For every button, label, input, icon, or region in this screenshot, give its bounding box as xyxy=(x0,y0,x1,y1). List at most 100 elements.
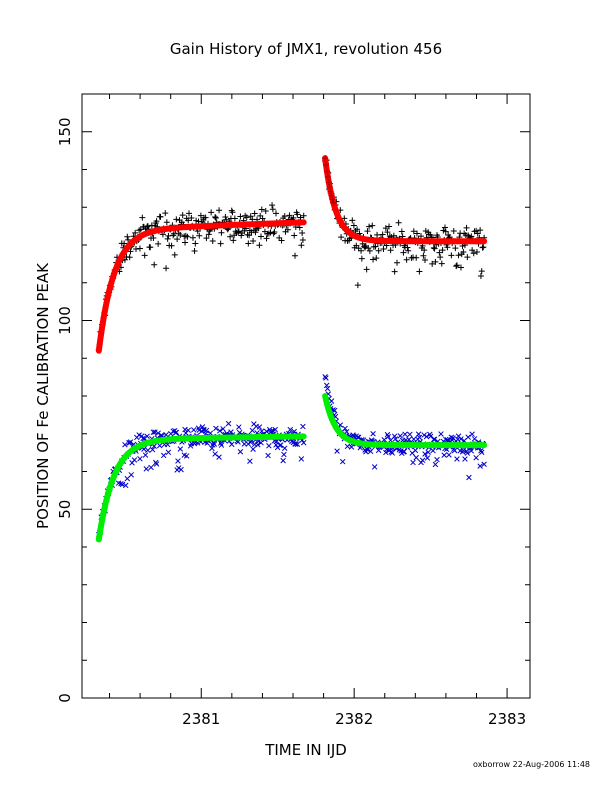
cross-marker xyxy=(280,457,286,464)
plus-marker xyxy=(430,244,437,251)
plus-marker xyxy=(478,268,485,275)
cross-marker xyxy=(477,463,483,469)
plus-marker xyxy=(296,224,303,231)
plus-marker xyxy=(257,233,264,240)
cross-marker xyxy=(471,436,478,442)
plus-marker xyxy=(329,196,336,203)
cross-marker xyxy=(118,481,124,487)
plus-marker xyxy=(192,240,199,247)
plus-marker xyxy=(217,240,224,247)
plus-marker xyxy=(147,244,154,251)
cross-marker xyxy=(397,433,403,439)
cross-marker xyxy=(421,432,427,438)
cross-marker xyxy=(425,449,431,455)
cross-marker xyxy=(119,481,126,488)
plus-marker xyxy=(136,245,143,252)
cross-marker xyxy=(185,427,191,433)
plus-marker xyxy=(163,219,170,226)
cross-marker xyxy=(381,437,387,443)
plus-marker xyxy=(414,230,421,237)
cross-marker xyxy=(392,436,399,442)
plus-marker xyxy=(170,232,177,239)
cross-marker xyxy=(287,426,294,433)
plus-marker xyxy=(398,228,405,235)
plus-marker xyxy=(159,231,166,238)
plus-marker xyxy=(235,228,242,235)
cross-marker xyxy=(137,456,143,462)
plus-marker xyxy=(413,254,420,261)
cross-marker xyxy=(160,452,167,459)
plus-marker xyxy=(127,248,134,255)
cross-marker xyxy=(152,429,158,435)
plus-marker xyxy=(286,212,293,219)
cross-marker xyxy=(228,429,234,435)
plus-marker xyxy=(227,233,234,240)
cross-marker xyxy=(142,452,149,458)
plus-marker xyxy=(144,223,151,230)
plus-marker xyxy=(284,226,291,233)
cross-marker xyxy=(469,431,475,437)
plus-marker xyxy=(382,225,389,232)
cross-marker xyxy=(164,441,171,448)
cross-marker xyxy=(241,441,248,447)
plus-marker xyxy=(184,233,191,240)
plus-marker xyxy=(126,254,133,261)
plus-marker xyxy=(155,240,162,247)
y-tick-label: 50 xyxy=(56,500,74,519)
cross-marker xyxy=(323,382,330,389)
tick-labels: 2381 2382 2383 0 50 100 150 xyxy=(56,117,526,728)
plus-marker xyxy=(380,245,387,252)
plus-marker xyxy=(218,229,225,236)
cross-marker xyxy=(446,452,452,458)
cross-marker xyxy=(410,459,416,466)
cross-marker xyxy=(209,445,215,452)
plus-marker xyxy=(252,229,259,236)
plus-marker xyxy=(358,247,365,254)
cross-marker xyxy=(265,452,271,459)
cross-marker xyxy=(334,448,340,454)
plus-marker xyxy=(263,235,270,242)
plus-marker xyxy=(196,232,203,239)
plus-marker xyxy=(364,228,371,235)
cross-marker xyxy=(145,447,151,454)
y-tick-label: 100 xyxy=(56,306,74,335)
plus-marker xyxy=(235,229,242,236)
cross-marker xyxy=(281,451,287,458)
cross-marker xyxy=(281,445,288,451)
cross-marker xyxy=(126,440,132,446)
plus-marker xyxy=(374,231,381,238)
plus-marker xyxy=(405,247,412,254)
cross-marker xyxy=(481,461,487,468)
fit-curve xyxy=(95,219,307,354)
plus-marker xyxy=(291,232,298,239)
cross-marker xyxy=(213,425,219,432)
cross-marker xyxy=(371,464,378,470)
plus-marker xyxy=(479,244,486,251)
cross-marker xyxy=(438,431,444,437)
plus-marker xyxy=(165,232,172,239)
plus-marker xyxy=(203,235,210,242)
plus-marker xyxy=(322,155,329,162)
plus-marker xyxy=(431,245,438,252)
plus-marker xyxy=(281,213,288,220)
plus-marker xyxy=(292,252,299,259)
plus-marker xyxy=(420,252,427,259)
x-axis-label: TIME IN IJD xyxy=(264,741,347,759)
plus-marker xyxy=(442,228,449,235)
cross-marker xyxy=(149,446,156,453)
plus-marker xyxy=(370,256,377,263)
plus-marker xyxy=(436,249,443,256)
plus-marker xyxy=(326,184,333,191)
plus-marker xyxy=(231,215,238,222)
cross-marker xyxy=(272,426,278,433)
plus-marker xyxy=(222,213,229,220)
plus-marker xyxy=(125,236,132,243)
plus-marker xyxy=(259,215,266,222)
plus-marker xyxy=(278,237,285,244)
plus-marker xyxy=(372,243,379,250)
plus-marker xyxy=(177,232,184,239)
fit-curve xyxy=(95,433,307,543)
cross-marker xyxy=(367,448,374,455)
plus-marker xyxy=(470,250,477,257)
